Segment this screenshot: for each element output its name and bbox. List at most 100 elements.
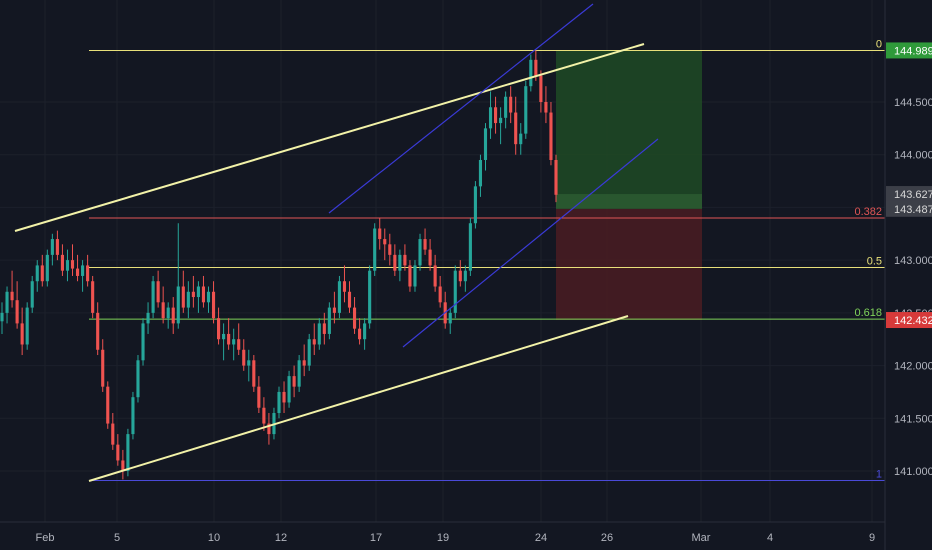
candle-body <box>524 86 528 134</box>
candle-body <box>347 291 352 308</box>
candle-body <box>499 117 503 124</box>
candle-body <box>267 423 271 435</box>
fib-label: 0.618 <box>854 307 882 319</box>
candle-body <box>494 107 498 124</box>
candle-body <box>514 112 518 145</box>
candle-body <box>25 307 29 345</box>
candle-body <box>91 281 95 313</box>
candle-body <box>10 291 14 301</box>
candle-body <box>428 249 432 266</box>
time-tick-label: Feb <box>36 532 55 544</box>
candle-body <box>30 281 34 308</box>
price-tag-label: 143.627 <box>894 189 932 201</box>
candle-body <box>368 270 372 324</box>
candle-body <box>86 265 90 282</box>
candle-body <box>529 59 533 87</box>
blue-channel-upper[interactable] <box>328 3 594 214</box>
candle-body <box>217 318 221 340</box>
candle-body <box>307 339 311 366</box>
candle-body <box>483 128 488 160</box>
candle-body <box>262 407 266 424</box>
candle-body <box>81 265 85 276</box>
candle-body <box>65 260 70 271</box>
fib-label: 1 <box>876 468 882 480</box>
candle-body <box>473 186 477 224</box>
entry-band <box>556 194 702 209</box>
candle-body <box>60 254 64 271</box>
candle-body <box>186 291 190 308</box>
time-tick-label: 26 <box>601 532 613 544</box>
price-tag <box>886 186 932 203</box>
fib-levels: 0 0.382 0.5 0.618 1 <box>89 38 885 481</box>
candle-body <box>549 112 553 160</box>
profit-zone <box>556 50 702 209</box>
candle-body <box>342 281 347 292</box>
candle-body <box>136 360 140 398</box>
price-tick-label: 143.000 <box>894 255 932 267</box>
time-tick-label: 5 <box>114 532 120 544</box>
candle-body <box>363 323 367 340</box>
candle-body <box>478 159 483 187</box>
candle-body <box>55 239 59 255</box>
candle-body <box>5 291 9 313</box>
candle-body <box>282 391 286 403</box>
candle-body <box>176 286 180 324</box>
fib-label: 0.382 <box>854 206 882 218</box>
time-tick-label: 19 <box>437 532 449 544</box>
blue-channel-lower[interactable] <box>402 138 659 348</box>
candle-body <box>247 360 251 366</box>
candle-body <box>232 339 236 345</box>
candle-body <box>161 302 165 319</box>
candle-body <box>403 254 407 266</box>
price-tick-label: 144.500 <box>894 97 932 109</box>
price-tick-label: 144.000 <box>894 150 932 162</box>
candle-body <box>0 312 4 322</box>
candle-body <box>141 323 145 361</box>
candle-body <box>116 444 120 461</box>
candle-body <box>111 423 115 445</box>
candle-body <box>519 133 523 145</box>
lower-channel-line[interactable] <box>88 315 629 482</box>
time-tick-label: 9 <box>869 532 875 544</box>
candle-body <box>378 228 382 240</box>
candle-body <box>312 339 316 345</box>
candle-body <box>448 312 452 324</box>
upper-channel-line[interactable] <box>14 43 645 232</box>
price-tag <box>886 312 932 329</box>
trade-zones <box>556 50 702 321</box>
candle-body <box>191 291 195 298</box>
candle-body <box>287 376 291 403</box>
candle-body <box>156 281 160 303</box>
candle-body <box>539 75 543 102</box>
candle-body <box>544 102 548 113</box>
candle-body <box>292 376 296 387</box>
candle-body <box>418 239 422 266</box>
candle-body <box>151 281 155 313</box>
candle-body <box>146 312 150 324</box>
candle-body <box>277 391 281 414</box>
candle-body <box>126 434 130 471</box>
candle-body <box>408 265 412 287</box>
candle-body <box>337 281 341 313</box>
candle-body <box>121 460 125 471</box>
candle-body <box>206 291 211 303</box>
candle-body <box>50 239 54 255</box>
time-axis[interactable]: Feb 5 10 12 17 19 24 26 Mar 4 9 <box>36 532 876 544</box>
candles <box>0 50 558 480</box>
candle-body <box>131 397 135 435</box>
candle-body <box>423 239 427 250</box>
candle-body <box>181 286 185 308</box>
candle-body <box>237 339 241 350</box>
candle-body <box>252 360 256 387</box>
price-tag-label: 142.432 <box>894 315 932 327</box>
candle-body <box>554 159 558 195</box>
candle-body <box>488 107 493 129</box>
candle-body <box>373 228 377 271</box>
candle-body <box>352 307 357 329</box>
candle-body <box>504 96 508 118</box>
candle-body <box>317 323 321 345</box>
candle-body <box>35 265 39 282</box>
candle-body <box>242 349 246 366</box>
candle-body <box>453 270 457 313</box>
